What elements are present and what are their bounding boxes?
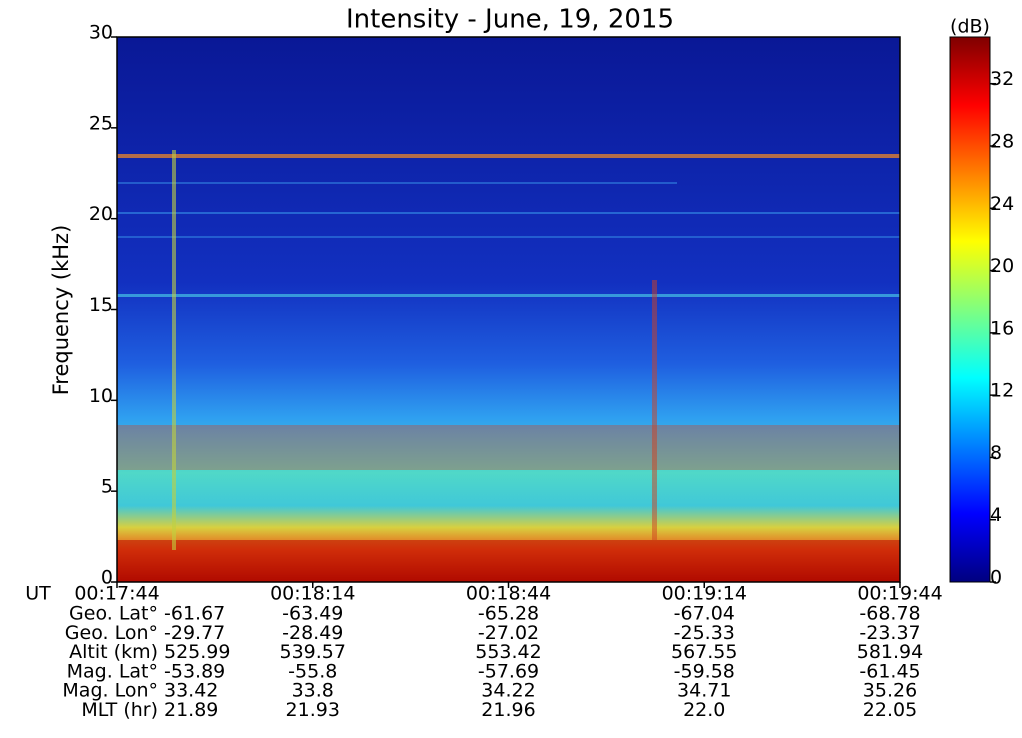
ephemeris-value: -68.78	[859, 603, 920, 625]
ephemeris-value: -59.58	[674, 660, 735, 682]
colorbar	[949, 36, 991, 583]
ephemeris-value: -65.28	[478, 603, 539, 625]
x-tick-label: 00:19:14	[662, 583, 747, 605]
ephemeris-value: -28.49	[282, 622, 343, 644]
y-tick-label: 30	[89, 22, 113, 44]
ephemeris-value: 21.89	[164, 699, 218, 721]
ephemeris-value: 21.96	[481, 699, 535, 721]
ephemeris-value: -57.69	[478, 660, 539, 682]
ephemeris-value: 34.22	[481, 680, 535, 702]
ephemeris-value: -55.8	[288, 660, 337, 682]
y-axis-label: Frequency (kHz)	[49, 225, 73, 396]
ephemeris-value: 34.71	[677, 680, 731, 702]
ephemeris-value: -25.33	[674, 622, 735, 644]
ephemeris-value: 33.42	[164, 680, 218, 702]
colorbar-tick-label: 28	[990, 131, 1014, 153]
x-tick-label: 00:18:14	[270, 583, 355, 605]
ephemeris-value: 22.0	[683, 699, 725, 721]
y-tick-label: 15	[89, 294, 113, 316]
ephemeris-value: 553.42	[475, 641, 541, 663]
colorbar-tick-label: 0	[990, 567, 1002, 589]
x-tick-label: 00:17:44	[74, 583, 159, 605]
ephemeris-value: -63.49	[282, 603, 343, 625]
y-tick-label: 5	[101, 476, 113, 498]
x-tick-label: 00:19:44	[857, 583, 942, 605]
ephemeris-value: -29.77	[164, 622, 225, 644]
ephemeris-value: 539.57	[280, 641, 346, 663]
spectrogram-image	[117, 37, 900, 582]
ephemeris-value: 21.93	[286, 699, 340, 721]
y-tick-label: 25	[89, 112, 113, 134]
colorbar-tick-label: 32	[990, 68, 1014, 90]
y-tick-label: 0	[101, 567, 113, 589]
ephemeris-value: 22.05	[863, 699, 917, 721]
ephemeris-value: -27.02	[478, 622, 539, 644]
ephemeris-label: Geo. Lat°	[69, 603, 158, 625]
ephemeris-value: -61.67	[164, 603, 225, 625]
ephemeris-value: 567.55	[671, 641, 737, 663]
colorbar-label: (dB)	[950, 16, 990, 38]
colorbar-tick-label: 16	[990, 317, 1014, 339]
ephemeris-value: -67.04	[674, 603, 735, 625]
ephemeris-label: Altit (km)	[69, 641, 158, 663]
ephemeris-value: 33.8	[292, 680, 334, 702]
ephemeris-value: 35.26	[863, 680, 917, 702]
ephemeris-value: -53.89	[164, 660, 225, 682]
y-tick-label: 20	[89, 203, 113, 225]
chart-title: Intensity - June, 19, 2015	[346, 5, 674, 35]
ephemeris-value: -23.37	[859, 622, 920, 644]
ephemeris-value: -61.45	[859, 660, 920, 682]
ephemeris-label: Mag. Lat°	[67, 660, 158, 682]
ephemeris-value: 581.94	[857, 641, 923, 663]
x-axis-label: UT	[25, 583, 51, 605]
colorbar-tick-label: 4	[990, 504, 1002, 526]
ephemeris-label: MLT (hr)	[81, 699, 158, 721]
colorbar-tick-label: 20	[990, 255, 1014, 277]
y-tick-label: 10	[89, 385, 113, 407]
ephemeris-label: Geo. Lon°	[65, 622, 158, 644]
x-tick-label: 00:18:44	[466, 583, 551, 605]
colorbar-tick-label: 12	[990, 380, 1014, 402]
ephemeris-value: 525.99	[164, 641, 230, 663]
colorbar-tick-label: 8	[990, 442, 1002, 464]
ephemeris-label: Mag. Lon°	[62, 680, 158, 702]
colorbar-tick-label: 24	[990, 193, 1014, 215]
